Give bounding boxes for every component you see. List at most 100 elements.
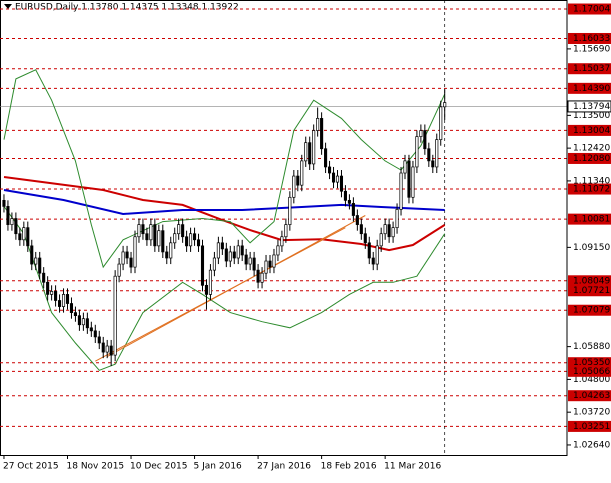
candle-body xyxy=(232,251,236,259)
candle-body xyxy=(169,242,173,259)
y-tick-label: 1.12420 xyxy=(573,144,610,154)
candle-body xyxy=(443,102,447,108)
level-label: 1.13004 xyxy=(573,126,610,136)
candle-body xyxy=(137,224,141,238)
candle-body xyxy=(312,130,316,165)
candle-body xyxy=(101,342,105,353)
candle-body xyxy=(260,272,264,283)
level-label: 1.07721 xyxy=(573,286,610,296)
indicator-line xyxy=(3,176,446,252)
candle-body xyxy=(26,227,30,247)
level-label: 1.12080 xyxy=(573,154,610,164)
candle-body xyxy=(185,236,189,247)
level-label-box xyxy=(568,365,611,377)
candle-body xyxy=(165,251,169,259)
candle-body xyxy=(69,303,74,313)
indicator-line xyxy=(3,206,446,371)
candle-body xyxy=(252,257,256,271)
candle-body xyxy=(149,224,153,241)
candle-body xyxy=(145,233,149,241)
candle-body xyxy=(133,236,137,268)
level-label: 1.05066 xyxy=(573,367,610,377)
candle-body xyxy=(363,233,367,244)
candle-body xyxy=(42,272,46,283)
candle-body xyxy=(30,245,34,265)
level-label-box xyxy=(568,213,611,225)
candle-body xyxy=(435,139,439,168)
candle-body xyxy=(34,257,38,265)
indicator-line xyxy=(106,215,366,358)
level-label-box xyxy=(568,82,611,94)
x-tick-label: 27 Oct 2015 xyxy=(3,462,59,472)
level-label: 1.11072 xyxy=(573,185,610,195)
candle-body xyxy=(18,233,22,241)
level-label-box xyxy=(568,304,611,316)
candle-body xyxy=(264,260,268,274)
level-label-box xyxy=(568,285,611,297)
level-label-box xyxy=(568,390,611,402)
price-box xyxy=(567,100,611,113)
candle-body xyxy=(236,245,240,259)
price-box-label: 1.13794 xyxy=(573,102,610,112)
candle-layer xyxy=(2,88,447,367)
level-label-box xyxy=(568,183,611,195)
grid-layer xyxy=(0,0,567,455)
symbol-icon xyxy=(4,4,12,9)
candle-body xyxy=(6,206,10,225)
y-tick-label: 1.04800 xyxy=(573,375,610,385)
candle-body xyxy=(50,291,54,295)
y-tick-label: 1.05880 xyxy=(573,342,610,352)
level-label: 1.17004 xyxy=(573,5,610,15)
candle-body xyxy=(177,224,181,235)
candle-body xyxy=(105,345,109,353)
candle-body xyxy=(224,248,228,262)
x-tick-label: 18 Feb 2016 xyxy=(321,462,377,472)
candle-body xyxy=(272,254,276,268)
candle-body xyxy=(204,284,209,295)
level-label: 1.10081 xyxy=(573,215,610,225)
level-label-box xyxy=(568,3,611,15)
level-label: 1.16033 xyxy=(573,34,610,44)
candle-body xyxy=(331,172,336,183)
level-label-box xyxy=(568,63,611,75)
candle-body xyxy=(248,257,252,265)
candle-body xyxy=(383,224,387,235)
level-label-box xyxy=(568,124,611,136)
candle-body xyxy=(431,160,435,168)
candle-body xyxy=(85,318,89,329)
candle-body xyxy=(220,242,224,250)
candle-body xyxy=(121,251,125,265)
candle-body xyxy=(399,172,403,210)
indicator-layer xyxy=(3,69,446,371)
candle-body xyxy=(157,230,161,247)
candle-body xyxy=(244,254,248,265)
candle-body xyxy=(324,148,328,168)
candle-body xyxy=(212,257,216,271)
level-label: 1.03251 xyxy=(573,422,610,432)
level-label: 1.07079 xyxy=(573,306,610,316)
candle-body xyxy=(189,233,193,247)
candle-body xyxy=(375,245,379,265)
x-tick-label: 27 Jan 2016 xyxy=(257,462,311,472)
candle-body xyxy=(14,218,18,235)
candle-body xyxy=(125,251,129,259)
candle-body xyxy=(181,224,185,238)
candle-body xyxy=(268,260,272,268)
candle-body xyxy=(193,233,197,241)
candle-body xyxy=(276,245,280,256)
level-label: 1.08049 xyxy=(573,276,610,286)
candle-body xyxy=(328,166,332,174)
level-label-box xyxy=(568,32,611,44)
plot-frame xyxy=(0,0,568,456)
x-tick-label: 18 Nov 2015 xyxy=(67,462,125,472)
candle-body xyxy=(379,233,383,247)
candle-body xyxy=(196,239,201,247)
y-tick-label: 1.02640 xyxy=(573,440,610,450)
candle-body xyxy=(58,300,62,307)
candle-body xyxy=(371,257,375,265)
level-label: 1.05350 xyxy=(573,358,610,368)
candle-body xyxy=(351,203,355,216)
candle-body xyxy=(54,291,58,301)
candle-body xyxy=(216,242,220,259)
candle-body xyxy=(65,294,70,304)
